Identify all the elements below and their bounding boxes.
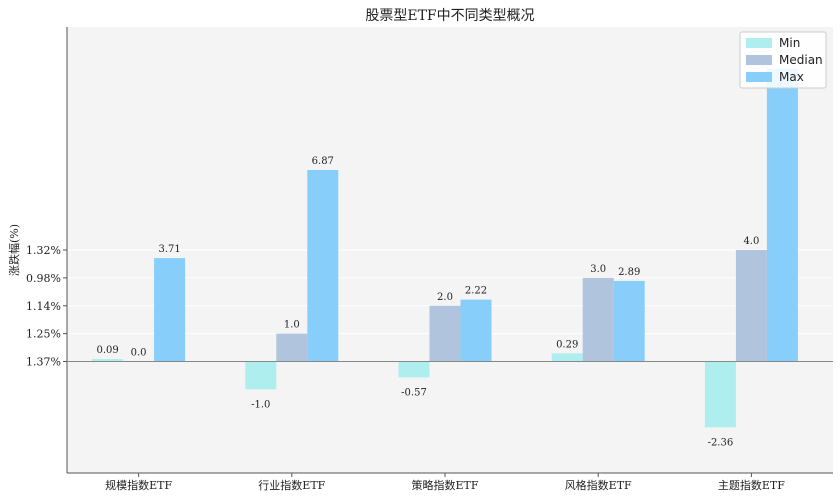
x-ticks: 规模指数ETF 行业指数ETF 策略指数ETF 风格指数ETF 主题指数ETF	[105, 473, 785, 492]
bar-max-4	[766, 68, 798, 362]
data-label: -2.36	[708, 437, 734, 448]
bar-median-2	[429, 305, 461, 362]
x-tick-label: 规模指数ETF	[105, 478, 172, 492]
y-axis-label: 涨跌幅(%)	[7, 224, 21, 276]
legend: Min Median Max	[739, 31, 827, 89]
bar-min-3	[551, 353, 583, 362]
legend-label-max: Max	[779, 70, 804, 84]
bar-median-1	[276, 333, 308, 362]
bar-min-4	[704, 361, 736, 428]
y-tick-label: 1.32%	[26, 244, 61, 257]
data-label: 0.29	[556, 339, 578, 350]
data-label: 3.0	[590, 264, 606, 275]
data-label: 1.0	[284, 320, 300, 331]
bar-max-0	[154, 258, 186, 362]
data-label: -0.57	[401, 387, 427, 398]
y-ticks: 1.37% 1.25% 1.14% 0.98% 1.32%	[26, 244, 67, 369]
legend-label-min: Min	[779, 36, 800, 50]
bar-median-3	[582, 277, 614, 362]
bars	[92, 68, 798, 428]
bar-max-2	[460, 299, 492, 362]
bar-max-1	[307, 169, 339, 362]
bar-max-3	[613, 280, 645, 362]
data-label: 6.87	[312, 156, 334, 167]
legend-label-median: Median	[779, 53, 823, 67]
data-label: 0.0	[131, 348, 147, 359]
bar-min-1	[245, 361, 277, 390]
data-label: 4.0	[743, 236, 759, 247]
data-label: 0.09	[96, 345, 118, 356]
bar-min-0	[92, 358, 124, 362]
legend-swatch-median	[746, 55, 772, 65]
x-tick-label: 行业指数ETF	[258, 478, 325, 492]
y-tick-label: 1.14%	[26, 300, 61, 313]
data-label: 2.22	[465, 286, 487, 297]
y-tick-label: 1.37%	[26, 356, 61, 369]
data-label: -1.0	[251, 399, 270, 410]
x-tick-label: 主题指数ETF	[718, 478, 785, 492]
legend-swatch-max	[746, 72, 772, 82]
x-tick-label: 风格指数ETF	[565, 478, 632, 492]
legend-swatch-min	[746, 38, 772, 48]
data-label: 2.0	[437, 292, 453, 303]
data-label: 3.71	[158, 244, 180, 255]
y-tick-label: 1.25%	[26, 328, 61, 341]
y-tick-label: 0.98%	[26, 272, 61, 285]
x-tick-label: 策略指数ETF	[412, 478, 479, 492]
bar-median-4	[735, 250, 767, 362]
chart-title: 股票型ETF中不同类型概况	[365, 8, 534, 24]
data-labels: 0.09 0.0 3.71 -1.0 1.0 6.87 -0.57 2.0 2.22 0.29 3.…	[96, 156, 759, 448]
bar-min-2	[398, 361, 430, 378]
data-label: 2.89	[618, 267, 640, 278]
